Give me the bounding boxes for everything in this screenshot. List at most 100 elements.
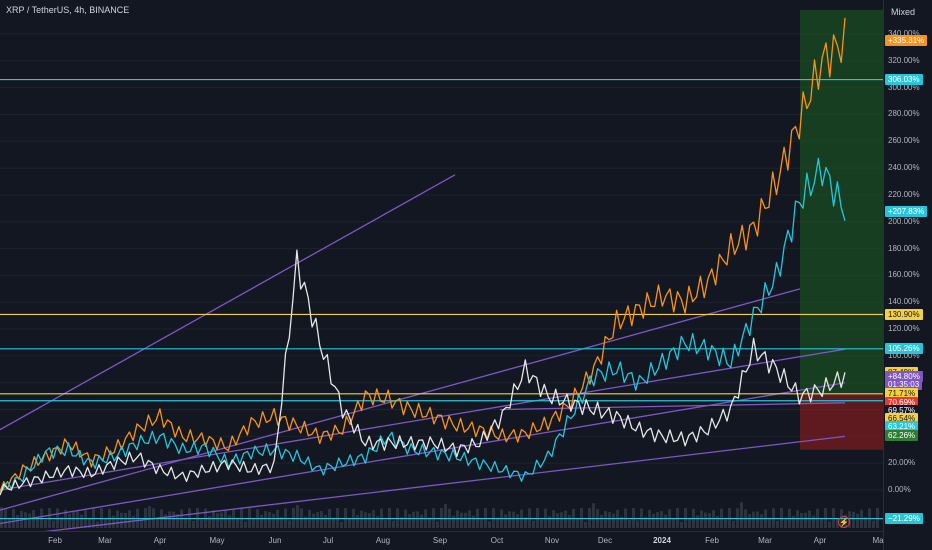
volume-bar xyxy=(532,520,535,528)
volume-bar xyxy=(704,512,707,528)
volume-bar xyxy=(672,518,675,528)
y-tick-label: 120.00% xyxy=(888,324,920,334)
volume-bar xyxy=(696,515,699,528)
volume-bar xyxy=(564,510,567,528)
symbol-title[interactable]: XRP / TetherUS, 4h, BINANCE xyxy=(6,5,130,15)
loss-zone xyxy=(800,393,883,450)
x-tick-label: Ma xyxy=(872,536,884,545)
x-tick-label: Jul xyxy=(322,536,334,545)
price-badge: 01:35:03 xyxy=(885,379,923,391)
x-tick-label: 2024 xyxy=(653,536,671,545)
y-tick-label: 200.00% xyxy=(888,216,920,226)
x-tick-label: May xyxy=(209,536,225,545)
volume-bar xyxy=(24,512,27,528)
volume-bar xyxy=(464,512,467,528)
x-tick-label: Nov xyxy=(544,536,560,545)
volume-bar xyxy=(68,513,71,528)
volume-bar xyxy=(52,520,55,528)
y-tick-label: 0.00% xyxy=(888,485,911,494)
volume-bar xyxy=(236,518,239,528)
y-tick-label: 100.00% xyxy=(888,350,920,360)
series-white xyxy=(0,249,846,496)
volume-bar xyxy=(384,519,387,528)
volume-bar xyxy=(680,521,683,528)
volume-bar xyxy=(28,513,31,528)
volume-bar xyxy=(0,507,3,528)
price-badge: +84.80% xyxy=(885,370,923,382)
volume-bar xyxy=(488,521,491,528)
volume-bar xyxy=(200,519,203,528)
volume-bar xyxy=(436,521,439,528)
series-cyan xyxy=(0,157,846,495)
price-badge: 70.69% xyxy=(885,396,919,408)
x-tick-label: Aug xyxy=(375,536,391,545)
volume-bar xyxy=(512,511,515,528)
volume-bar xyxy=(76,511,79,528)
volume-bar xyxy=(280,516,283,528)
volume-bar xyxy=(548,516,551,528)
volume-bar xyxy=(568,515,571,528)
trend-line xyxy=(499,402,846,411)
volume-bar xyxy=(472,515,475,528)
y-tick-label: 340.00% xyxy=(888,29,920,38)
volume-bar xyxy=(140,519,143,528)
volume-bar xyxy=(304,516,307,528)
volume-bar xyxy=(364,512,367,528)
volume-bar xyxy=(356,515,359,528)
volume-bar xyxy=(376,516,379,528)
y-tick-label: 180.00% xyxy=(888,243,920,253)
price-chart[interactable] xyxy=(0,0,883,531)
volume-bar xyxy=(208,516,211,528)
volume-bar xyxy=(332,518,335,528)
volume-bar xyxy=(664,514,667,528)
y-tick-label: 300.00% xyxy=(888,82,920,92)
volume-bar xyxy=(116,510,119,528)
volume-bar xyxy=(504,514,507,528)
price-badge: +207.83% xyxy=(885,205,928,217)
volume-bar xyxy=(412,511,415,528)
volume-bar xyxy=(604,510,607,528)
volume-bar xyxy=(760,514,763,528)
volume-bar xyxy=(516,513,519,528)
volume-bar xyxy=(400,517,403,528)
volume-bar xyxy=(612,513,615,528)
volume-bar xyxy=(600,514,603,528)
volume-bar xyxy=(72,511,75,528)
volume-bar xyxy=(268,511,271,528)
volume-bar xyxy=(608,512,611,528)
x-tick-label: Mar xyxy=(758,536,772,545)
lightning-bolt-icon[interactable]: ⚡ xyxy=(838,516,850,528)
volume-bar xyxy=(324,514,327,528)
volume-bar xyxy=(508,511,511,528)
volume-bar xyxy=(872,520,875,528)
volume-bar xyxy=(468,510,471,528)
volume-bar xyxy=(420,514,423,528)
x-tick-label: Apr xyxy=(813,536,827,545)
volume-bar xyxy=(348,518,351,528)
scale-mode-button[interactable]: Mixed xyxy=(886,5,928,19)
volume-bar xyxy=(460,512,463,528)
time-axis-divider xyxy=(0,531,883,532)
volume-bar xyxy=(700,510,703,528)
volume-bar xyxy=(192,520,195,528)
y-tick-label: 160.00% xyxy=(888,270,920,280)
volume-bar xyxy=(660,511,663,528)
volume-bar xyxy=(288,520,291,528)
volume-bar xyxy=(716,516,719,528)
x-tick-label: Apr xyxy=(153,536,167,545)
price-badge: −21.29% xyxy=(885,513,923,525)
volume-bar xyxy=(808,510,811,528)
volume-bar xyxy=(172,511,175,528)
volume-bar xyxy=(628,520,631,528)
volume-bar xyxy=(732,520,735,528)
price-badge: 63.21% xyxy=(885,421,919,433)
volume-bar xyxy=(8,518,11,528)
volume-bar xyxy=(320,510,323,528)
volume-bar xyxy=(60,516,63,528)
price-badge: 105.26% xyxy=(885,343,923,355)
y-tick-label: 20.00% xyxy=(888,458,916,468)
volume-bar xyxy=(540,519,543,528)
volume-bar xyxy=(456,510,459,528)
volume-bar xyxy=(752,511,755,528)
x-tick-label: Sep xyxy=(432,536,448,545)
